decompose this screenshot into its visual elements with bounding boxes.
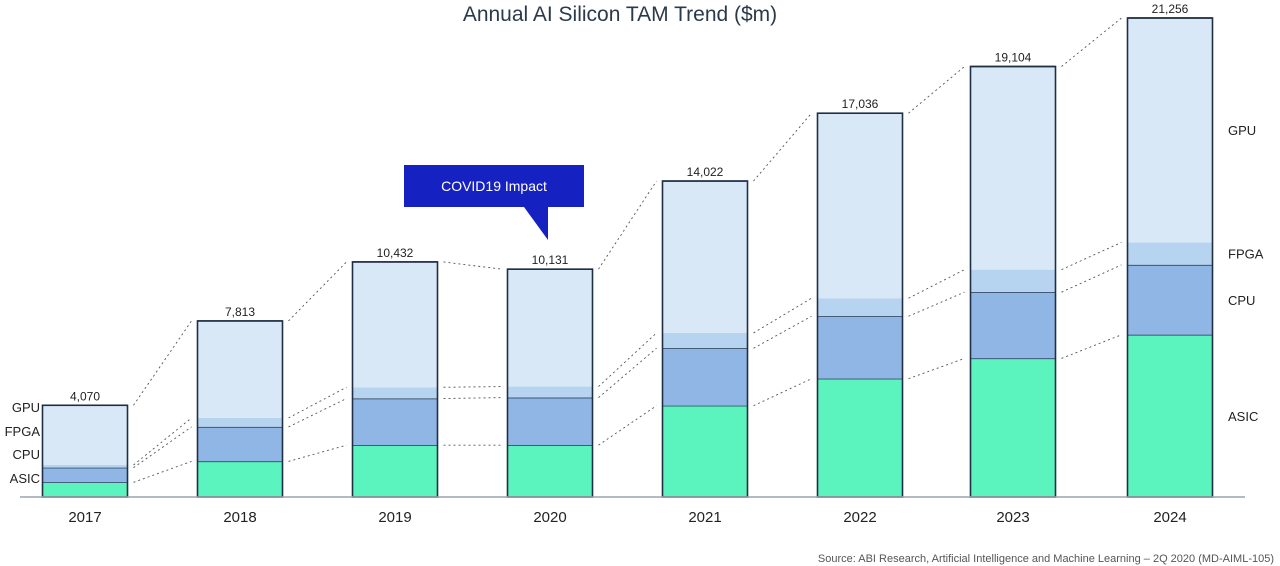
series-label-right-gpu: GPU <box>1228 123 1256 138</box>
total-label: 17,036 <box>842 97 879 111</box>
connector-line <box>908 269 965 299</box>
bar-segment-fpga <box>970 269 1056 293</box>
connector-line <box>133 426 192 469</box>
bar-segment-gpu <box>42 405 128 466</box>
source-note: Source: ABI Research, Artificial Intelli… <box>818 553 1274 565</box>
series-label-left-fpga: FPGA <box>5 424 41 439</box>
bar-segment-gpu <box>197 320 283 418</box>
connector-line <box>133 320 192 406</box>
bar-segment-fpga <box>42 465 128 468</box>
bar-segment-cpu <box>507 397 593 446</box>
bar-segment-cpu <box>352 398 438 446</box>
callout-bubble <box>404 165 584 240</box>
connector-line <box>1061 334 1122 359</box>
bar-segment-asic <box>352 445 438 497</box>
connector-line <box>288 398 347 428</box>
connector-line <box>288 386 347 419</box>
x-tick-label: 2018 <box>223 509 256 526</box>
connector-line <box>598 347 657 398</box>
bar-segment-cpu <box>197 426 283 462</box>
connector-line <box>598 180 657 270</box>
bar-segment-asic <box>662 405 748 497</box>
connector-line <box>908 357 965 380</box>
series-label-right-asic: ASIC <box>1228 409 1258 424</box>
connector-line <box>908 291 965 317</box>
total-label: 4,070 <box>70 389 100 403</box>
bar-segment-asic <box>817 378 903 497</box>
x-tick-label: 2019 <box>378 509 411 526</box>
bar-segment-asic <box>507 445 593 497</box>
bar-segment-asic <box>1127 334 1213 497</box>
bar-segment-fpga <box>662 332 748 349</box>
bar-segment-gpu <box>1127 18 1213 243</box>
bar-segment-cpu <box>42 467 128 483</box>
connector-line <box>753 378 812 407</box>
connector-line <box>1061 264 1122 293</box>
labels-group: 4,070 2017 7,813 2018 10,432 2019 10,131 2020 14… <box>5 2 1264 526</box>
series-label-left-asic: ASIC <box>10 471 40 486</box>
connector-line <box>598 332 657 387</box>
callout-text: COVID19 Impact <box>441 178 547 194</box>
total-label: 21,256 <box>1152 2 1189 16</box>
connector-line <box>753 112 812 182</box>
connector-line <box>1061 241 1122 271</box>
bar-segment-gpu <box>817 113 903 299</box>
total-label: 7,813 <box>225 305 255 319</box>
connector-line <box>753 315 812 349</box>
x-tick-label: 2023 <box>996 509 1029 526</box>
connector-lines <box>133 17 1122 483</box>
connector-line <box>133 417 192 466</box>
bar-segment-cpu <box>970 292 1056 359</box>
bar-segment-gpu <box>352 261 438 388</box>
bar-segment-fpga <box>817 298 903 317</box>
x-tick-label: 2017 <box>68 509 101 526</box>
bar-segment-cpu <box>1127 264 1213 335</box>
x-tick-label: 2024 <box>1153 509 1186 526</box>
x-tick-label: 2020 <box>533 509 566 526</box>
connector-line <box>288 261 347 322</box>
connector-line <box>443 397 502 399</box>
bar-segment-gpu <box>662 181 748 333</box>
bar-segment-gpu <box>507 269 593 387</box>
series-label-left-cpu: CPU <box>13 447 40 462</box>
bar-segment-fpga <box>197 417 283 427</box>
connector-line <box>753 297 812 334</box>
connector-line <box>598 405 657 446</box>
x-tick-label: 2021 <box>688 509 721 526</box>
callout: COVID19 Impact <box>404 165 584 240</box>
connector-line <box>1061 17 1122 67</box>
bar-segment-asic <box>970 358 1056 497</box>
bar-segment-asic <box>197 461 283 497</box>
bar-segment-fpga <box>1127 242 1213 265</box>
bar-segment-asic <box>42 482 128 497</box>
connector-line <box>908 66 965 114</box>
bar-segment-cpu <box>817 316 903 379</box>
series-label-right-cpu: CPU <box>1228 293 1255 308</box>
connector-line <box>133 460 192 483</box>
x-tick-label: 2022 <box>843 509 876 526</box>
total-label: 10,432 <box>377 246 414 260</box>
connector-line <box>443 261 502 270</box>
total-label: 14,022 <box>687 165 724 179</box>
total-label: 19,104 <box>995 50 1032 64</box>
bar-segment-gpu <box>970 66 1056 270</box>
connector-line <box>288 444 347 462</box>
bar-segment-fpga <box>507 386 593 398</box>
total-label: 10,131 <box>532 253 569 267</box>
connector-line <box>443 386 502 388</box>
series-label-left-gpu: GPU <box>12 400 40 415</box>
bar-segment-cpu <box>662 348 748 406</box>
series-label-right-fpga: FPGA <box>1228 247 1264 262</box>
bars-group <box>41 17 1214 498</box>
chart-title: Annual AI Silicon TAM Trend ($m) <box>463 3 777 26</box>
bar-segment-fpga <box>352 387 438 399</box>
